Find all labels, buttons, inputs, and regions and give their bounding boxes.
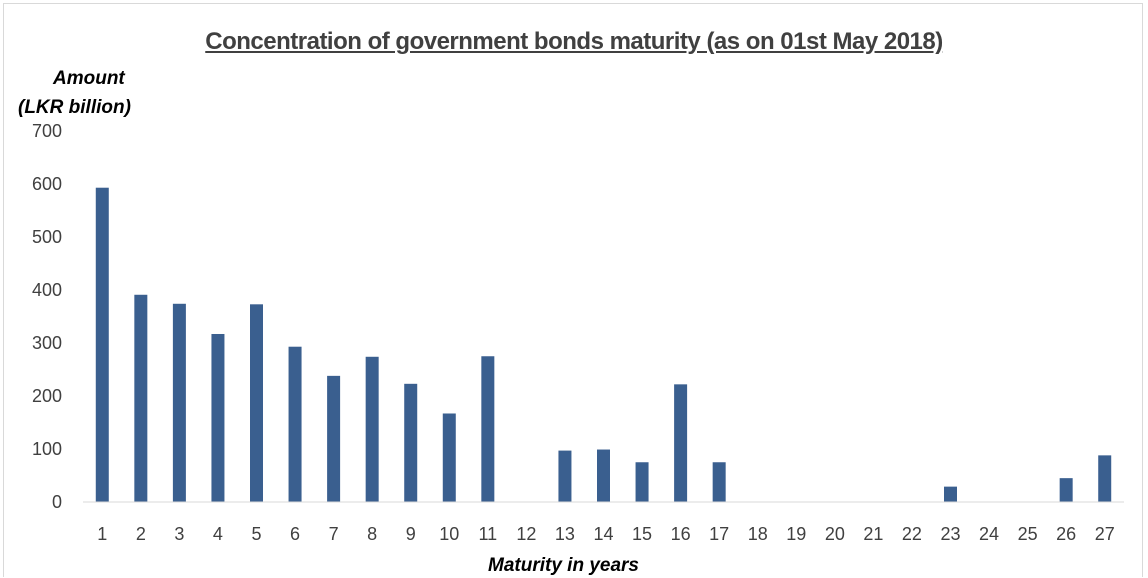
x-tick-label: 3 bbox=[174, 524, 184, 544]
y-tick-label: 0 bbox=[52, 492, 62, 512]
x-axis-label: Maturity in years bbox=[488, 555, 639, 576]
bar bbox=[597, 449, 610, 502]
y-tick-label: 700 bbox=[32, 121, 62, 141]
x-tick-label: 10 bbox=[439, 524, 459, 544]
y-axis-ticks: 0 100 200 300 400 500 600 700 bbox=[32, 121, 62, 512]
x-tick-label: 6 bbox=[290, 524, 300, 544]
y-tick-label: 300 bbox=[32, 333, 62, 353]
x-tick-label: 27 bbox=[1095, 524, 1115, 544]
x-axis-ticks: 1 2 3 4 5 6 7 8 9 10 11 12 13 14 15 16 17 18 19 20 21 22 23 24 2… bbox=[97, 524, 1114, 544]
y-axis-label-line-2: (LKR billion) bbox=[18, 97, 131, 118]
bar bbox=[481, 356, 495, 502]
bar bbox=[404, 383, 418, 502]
x-tick-label: 9 bbox=[406, 524, 416, 544]
x-tick-label: 18 bbox=[748, 524, 768, 544]
x-tick-label: 20 bbox=[825, 524, 845, 544]
chart-frame bbox=[3, 3, 1143, 577]
bar bbox=[172, 303, 186, 502]
x-tick-label: 23 bbox=[940, 524, 960, 544]
x-tick-label: 21 bbox=[863, 524, 883, 544]
x-tick-label: 4 bbox=[213, 524, 223, 544]
x-tick-label: 5 bbox=[251, 524, 261, 544]
bar bbox=[1098, 455, 1112, 502]
x-tick-label: 8 bbox=[367, 524, 377, 544]
bar bbox=[674, 384, 688, 502]
x-tick-label: 7 bbox=[329, 524, 339, 544]
bars-group bbox=[95, 187, 1112, 502]
bar bbox=[250, 304, 263, 502]
bar bbox=[558, 450, 572, 502]
x-tick-label: 26 bbox=[1056, 524, 1076, 544]
bar bbox=[1059, 478, 1073, 502]
bar bbox=[944, 486, 957, 502]
bar bbox=[442, 413, 456, 502]
x-tick-label: 12 bbox=[516, 524, 536, 544]
x-tick-label: 15 bbox=[632, 524, 652, 544]
bar bbox=[211, 333, 225, 502]
x-tick-label: 13 bbox=[555, 524, 575, 544]
bar bbox=[327, 375, 341, 502]
y-tick-label: 200 bbox=[32, 386, 62, 406]
y-tick-label: 600 bbox=[32, 174, 62, 194]
x-tick-label: 25 bbox=[1018, 524, 1038, 544]
x-tick-label: 24 bbox=[979, 524, 999, 544]
bar bbox=[134, 294, 148, 502]
x-tick-label: 11 bbox=[478, 524, 497, 544]
bar bbox=[712, 462, 726, 502]
x-tick-label: 22 bbox=[902, 524, 922, 544]
y-tick-label: 400 bbox=[32, 280, 62, 300]
bar bbox=[365, 356, 379, 502]
chart-title: Concentration of government bonds maturi… bbox=[205, 28, 943, 55]
y-tick-label: 500 bbox=[32, 227, 62, 247]
x-tick-label: 1 bbox=[97, 524, 107, 544]
y-tick-label: 100 bbox=[32, 439, 62, 459]
y-axis-label-line-1: Amount bbox=[53, 68, 125, 89]
bar bbox=[288, 346, 302, 502]
x-tick-label: 19 bbox=[786, 524, 806, 544]
x-tick-label: 16 bbox=[671, 524, 691, 544]
x-tick-label: 17 bbox=[709, 524, 729, 544]
x-tick-label: 14 bbox=[593, 524, 613, 544]
bar bbox=[635, 462, 649, 502]
x-tick-label: 2 bbox=[136, 524, 146, 544]
bar bbox=[95, 187, 109, 502]
